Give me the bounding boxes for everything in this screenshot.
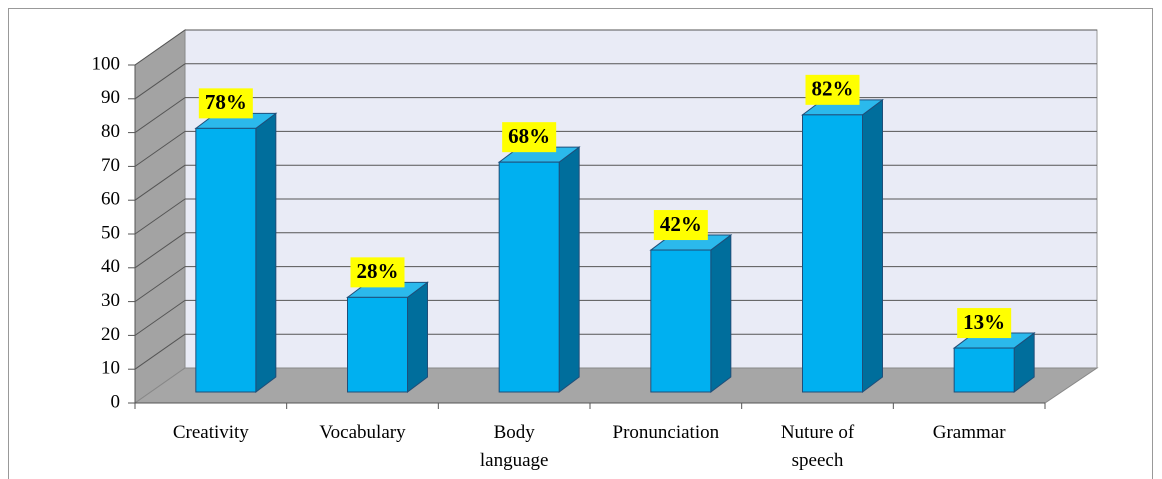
y-tick-label: 60 xyxy=(101,189,120,210)
bar-side xyxy=(558,146,580,393)
y-tick-label: 40 xyxy=(101,256,120,277)
value-label: 13% xyxy=(963,310,1005,334)
bar xyxy=(953,347,1015,393)
frame xyxy=(8,8,1153,479)
value-label-bg xyxy=(653,210,708,241)
y-tick-label: 100 xyxy=(92,53,121,74)
y-tick-label: 0 xyxy=(111,391,121,412)
grid-line-side xyxy=(134,266,186,303)
floor xyxy=(133,367,1099,404)
grid-line-side xyxy=(134,130,186,167)
bar xyxy=(498,161,560,393)
value-label: 28% xyxy=(357,259,399,283)
bar-side xyxy=(862,98,883,393)
value-label-bg xyxy=(957,308,1012,339)
value-label: 68% xyxy=(508,124,550,148)
x-tick-label: Pronunciation xyxy=(612,422,720,443)
x-tick-label: Nuture of speech xyxy=(780,422,855,471)
value-label: 82% xyxy=(812,77,854,101)
y-tick-label: 30 xyxy=(101,290,120,311)
grid-line-side xyxy=(134,333,186,370)
grid-line-side xyxy=(134,97,186,134)
bar xyxy=(195,127,257,393)
grid-line-side xyxy=(134,299,186,336)
grid-line-side xyxy=(134,232,186,269)
bar xyxy=(802,114,863,393)
x-tick-label: Creativity xyxy=(172,422,249,443)
y-tick-label: 80 xyxy=(101,121,120,142)
value-label: 78% xyxy=(205,90,247,114)
y-tick-label: 10 xyxy=(101,358,120,379)
x-tick-label: Body language xyxy=(479,422,549,471)
value-label-bg xyxy=(350,257,405,288)
bar-side xyxy=(710,234,732,393)
grid-line-side xyxy=(134,63,186,100)
value-label-bg xyxy=(502,122,557,153)
grid-line-side xyxy=(134,198,186,235)
y-tick-label: 20 xyxy=(101,324,120,345)
x-tick-label: Grammar xyxy=(932,422,1006,443)
y-tick-label: 70 xyxy=(101,155,120,176)
x-tick-label: Vocabulary xyxy=(319,422,406,443)
y-tick-label: 50 xyxy=(101,222,120,243)
bar xyxy=(347,296,408,393)
grid-line-side xyxy=(134,29,186,66)
value-label: 42% xyxy=(660,212,702,236)
y-tick-label: 90 xyxy=(101,87,120,108)
bar xyxy=(650,249,712,393)
bar-side xyxy=(255,112,277,393)
value-label-bg xyxy=(198,88,253,119)
value-label-bg xyxy=(805,74,860,105)
grid-line-side xyxy=(134,164,186,201)
bar-side xyxy=(407,281,428,393)
